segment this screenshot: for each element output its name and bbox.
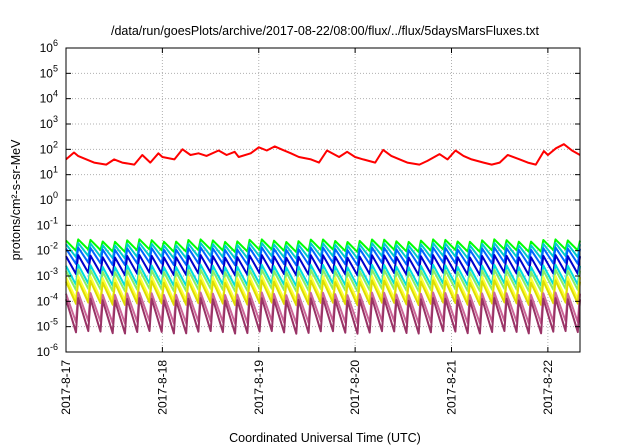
series-line [65,291,581,325]
y-tick-label: 103 [40,114,58,131]
x-tick-label: 2017-8-20 [348,360,362,415]
y-tick-label: 104 [40,89,58,106]
y-axis-label: protons/cm²-s-sr-MeV [9,139,23,261]
y-tick-label: 10-1 [37,215,58,232]
y-tick-label: 10-4 [37,291,58,308]
chart-title: /data/run/goesPlots/archive/2017-08-22/0… [111,24,540,38]
y-tick-label: 102 [40,139,58,156]
series-line [65,246,581,267]
y-axis: 106 105 104 103 102 101 100 10-1 10-2 10-3 10-4 10-… [37,38,580,359]
y-tick-label: 101 [40,165,58,182]
series-line [65,279,581,307]
y-tick-label: 10-3 [37,266,58,283]
x-tick-label: 2017-8-19 [252,360,266,415]
series-line [65,242,581,260]
series-group [65,143,581,335]
x-tick-label: 2017-8-21 [445,360,459,415]
x-tick-label: 2017-8-18 [155,360,169,415]
y-tick-label: 100 [40,190,58,207]
series-line [65,143,581,166]
series-line [65,254,581,277]
y-tick-label: 105 [40,63,58,80]
series-line [65,263,581,288]
x-tick-label: 2017-8-22 [541,360,555,415]
series-line [65,274,581,302]
x-tick-label: 2017-8-17 [59,360,73,415]
series-line [65,268,581,293]
x-axis: 2017-8-17 2017-8-18 2017-8-19 2017-8-20 2017… [59,48,555,415]
x-axis-label: Coordinated Universal Time (UTC) [229,431,421,445]
series-line [65,238,581,254]
y-tick-label: 10-2 [37,241,58,258]
y-tick-label: 10-5 [37,317,58,334]
y-tick-label: 106 [40,38,58,55]
series-line [65,297,581,335]
y-tick-label: 10-6 [37,342,58,359]
